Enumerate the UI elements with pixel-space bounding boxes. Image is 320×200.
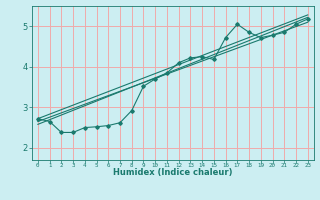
X-axis label: Humidex (Indice chaleur): Humidex (Indice chaleur) [113,168,233,177]
